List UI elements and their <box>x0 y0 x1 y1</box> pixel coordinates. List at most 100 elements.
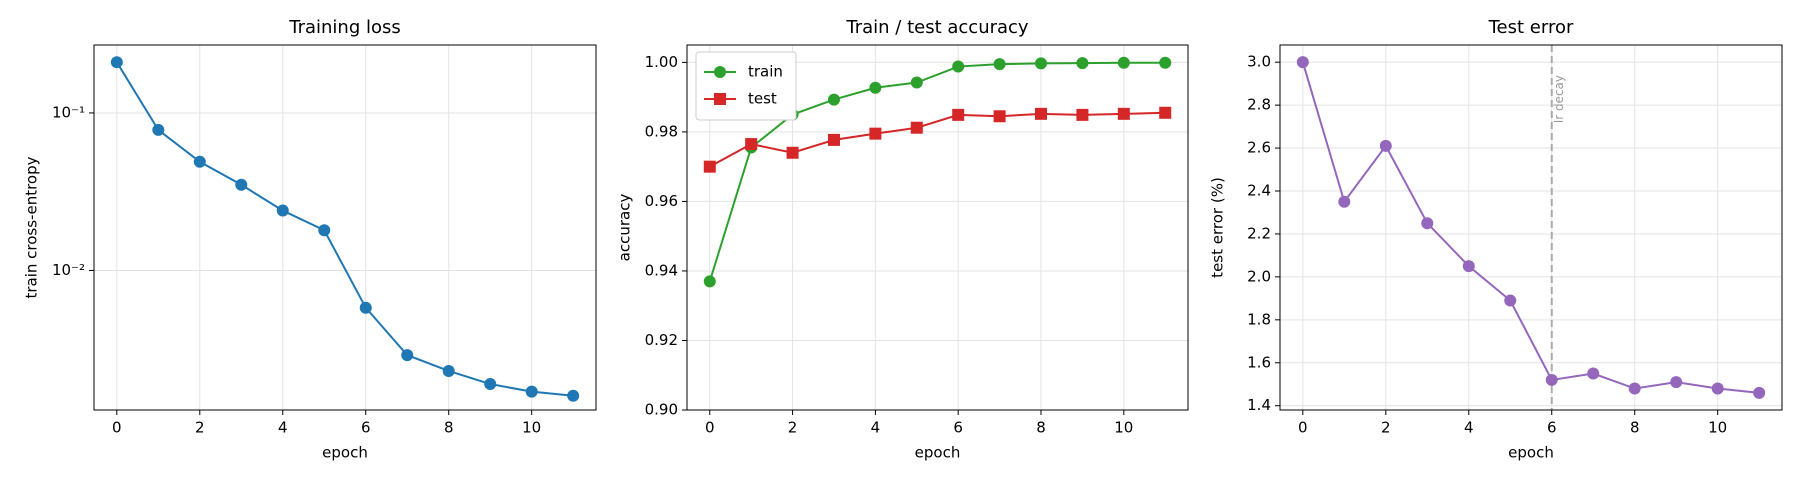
y-tick-label: 0.98 <box>645 122 678 140</box>
y-tick-label: 2.6 <box>1247 139 1271 157</box>
x-tick-label: 4 <box>871 419 881 437</box>
y-axis-label: test error (%) <box>1209 177 1227 278</box>
series-line <box>709 111 1166 168</box>
marker <box>1117 56 1130 69</box>
x-tick-label: 8 <box>444 419 454 437</box>
y-tick-label: 10⁻¹ <box>52 103 85 121</box>
subplot: Train / test accuracy epoch accuracy 0 2 4 6 8 1… <box>616 17 1189 462</box>
y-tick-label: 2.2 <box>1247 224 1271 242</box>
marker <box>1076 108 1089 121</box>
marker <box>827 133 840 146</box>
marker <box>1035 57 1048 70</box>
marker <box>318 224 331 237</box>
y-axis-label: train cross-entropy <box>23 156 41 298</box>
marker <box>910 121 923 134</box>
y-tick-label: 0.96 <box>645 192 678 210</box>
y-axis-label: accuracy <box>616 194 634 262</box>
x-tick-label: 10 <box>1114 419 1133 437</box>
y-tick-label: 10⁻² <box>52 261 85 279</box>
marker <box>152 123 165 136</box>
legend-label: train <box>748 63 783 81</box>
marker <box>484 378 497 391</box>
subplot: Training loss epoch train cross-entropy 0 2 4… <box>23 17 597 462</box>
marker <box>703 160 716 173</box>
x-axis-label: epoch <box>915 444 961 462</box>
y-tick-label: 3.0 <box>1247 53 1271 71</box>
marker <box>869 127 882 140</box>
marker <box>1159 56 1172 69</box>
marker <box>1117 107 1130 120</box>
subplot: Test error epoch test error (%) 0 2 4 6 8 10 1.4 1… <box>1209 17 1783 462</box>
x-tick-label: 4 <box>1464 419 1474 437</box>
chart-title: Train / test accuracy <box>845 17 1029 38</box>
marker <box>110 56 123 69</box>
marker <box>1462 260 1475 273</box>
y-tick-label: 1.8 <box>1247 310 1271 328</box>
x-tick-label: 8 <box>1036 419 1046 437</box>
y-tick-label: 1.6 <box>1247 353 1271 371</box>
marker <box>359 301 372 314</box>
plot-frame <box>1279 44 1783 411</box>
y-tick-label: 2.0 <box>1247 267 1271 285</box>
marker <box>745 138 758 151</box>
x-tick-label: 2 <box>788 419 798 437</box>
reference-line-label: lr decay <box>1552 75 1566 123</box>
marker <box>1545 373 1558 386</box>
y-tick-label: 2.8 <box>1247 96 1271 114</box>
marker <box>1587 367 1600 380</box>
marker <box>1711 382 1724 395</box>
marker <box>786 146 799 159</box>
x-tick-label: 6 <box>361 419 371 437</box>
series-line <box>115 61 574 397</box>
x-tick-label: 8 <box>1630 419 1640 437</box>
x-axis-label: epoch <box>1508 444 1554 462</box>
marker <box>1296 56 1309 69</box>
y-tick-label: 2.4 <box>1247 182 1271 200</box>
x-tick-label: 0 <box>112 419 122 437</box>
marker <box>827 93 840 106</box>
y-tick-label: 1.00 <box>645 53 678 71</box>
marker <box>1379 139 1392 152</box>
x-tick-label: 0 <box>705 419 715 437</box>
legend-marker <box>714 93 726 105</box>
marker <box>442 364 455 377</box>
marker <box>993 110 1006 123</box>
marker <box>235 178 248 191</box>
marker <box>1076 57 1089 70</box>
y-tick-label: 1.4 <box>1247 396 1271 414</box>
marker <box>952 60 965 73</box>
x-tick-label: 6 <box>953 419 963 437</box>
marker <box>1159 106 1172 119</box>
y-tick-label: 0.90 <box>645 401 678 419</box>
marker <box>193 155 206 168</box>
x-tick-label: 2 <box>1381 419 1391 437</box>
x-tick-label: 0 <box>1298 419 1308 437</box>
y-tick-label: 0.94 <box>645 261 678 279</box>
marker <box>703 275 716 288</box>
x-tick-label: 10 <box>1708 419 1727 437</box>
marker <box>1670 376 1683 389</box>
x-tick-label: 6 <box>1547 419 1557 437</box>
chart-title: Training loss <box>288 17 401 38</box>
plot-frame <box>93 44 597 411</box>
marker <box>401 349 414 362</box>
marker <box>1035 107 1048 120</box>
series-line <box>1301 61 1760 394</box>
y-tick-label: 0.92 <box>645 331 678 349</box>
x-axis-label: epoch <box>322 444 368 462</box>
x-tick-label: 2 <box>195 419 205 437</box>
marker <box>1338 195 1351 208</box>
marker <box>993 58 1006 71</box>
marker <box>525 385 538 398</box>
marker <box>910 76 923 89</box>
chart-title: Test error <box>1488 17 1574 38</box>
marker <box>276 204 289 217</box>
marker <box>952 108 965 121</box>
legend-label: test <box>748 90 777 108</box>
x-tick-label: 4 <box>278 419 288 437</box>
marker <box>567 389 580 402</box>
marker <box>869 81 882 94</box>
x-tick-label: 10 <box>522 419 541 437</box>
marker <box>1504 294 1517 307</box>
